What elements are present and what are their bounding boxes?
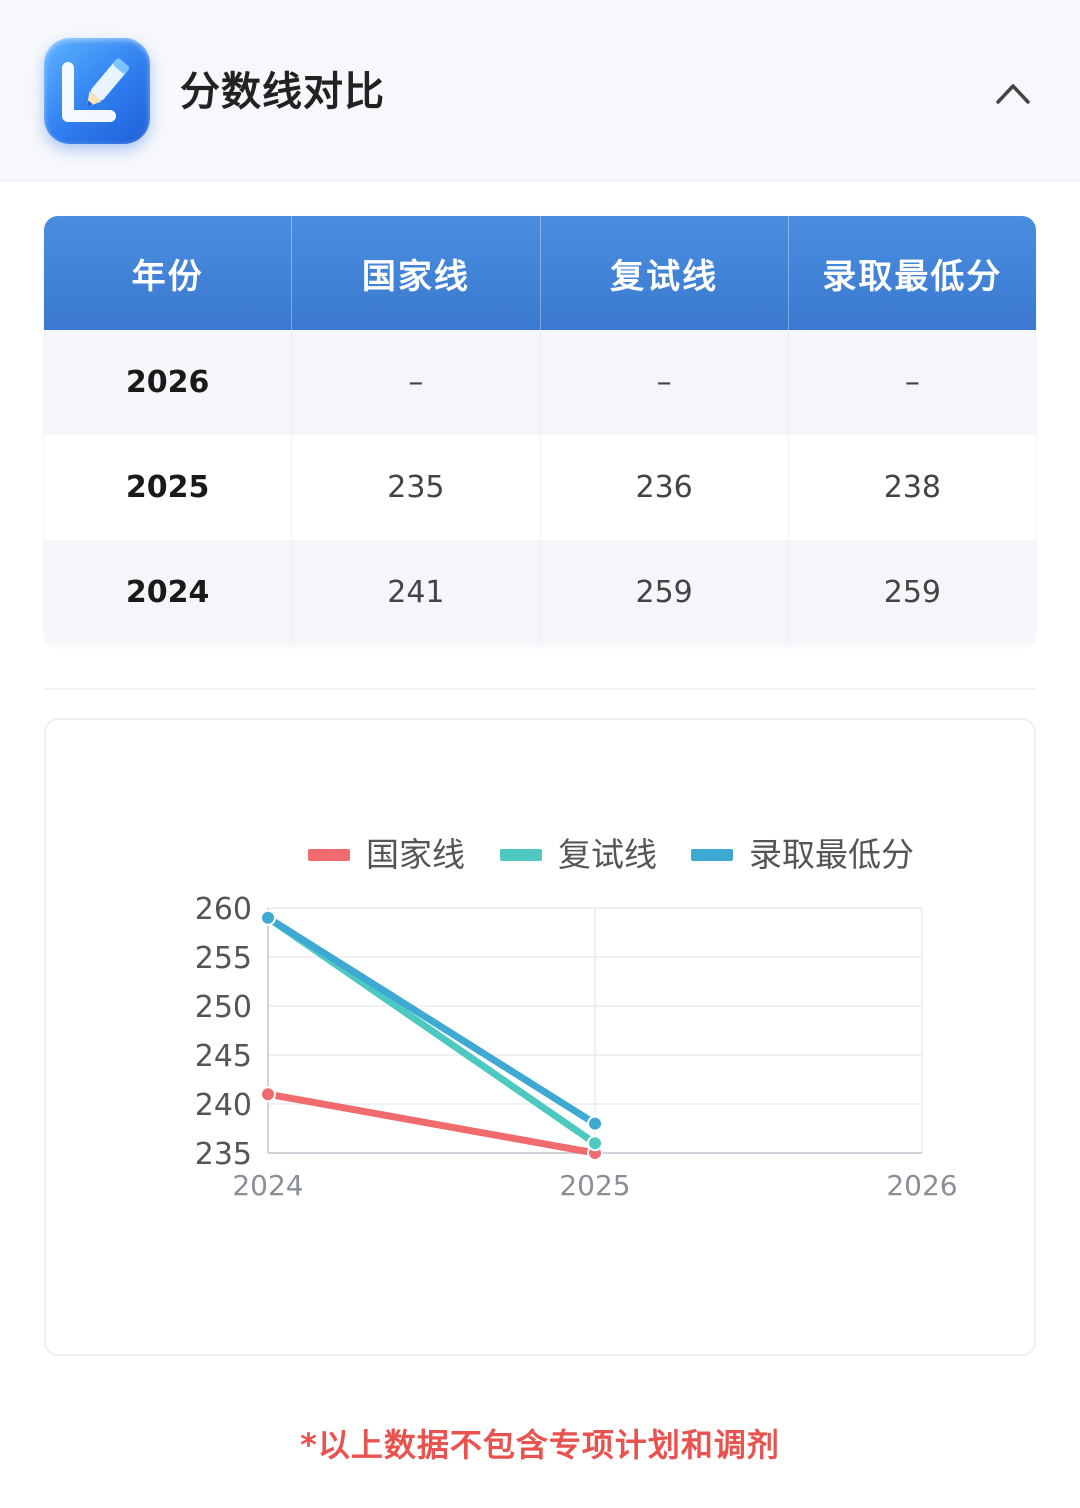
line-chart-svg: 235 240 245 250 255 260 2024 2025 2026 国家线 复试线 录取最低… [195, 835, 958, 1202]
y-tick-label: 240 [195, 1088, 252, 1123]
table-cell: – [541, 330, 789, 435]
legend-label: 复试线 [558, 835, 657, 874]
data-point [260, 909, 276, 926]
line-chart: 235 240 245 250 255 260 2024 2025 2026 国家线 复试线 录取最低… [44, 718, 1036, 1356]
x-tick-label: 2026 [886, 1169, 957, 1202]
table-cell: 238 [883, 470, 941, 505]
y-tick-label: 255 [195, 941, 252, 976]
series-line [264, 1090, 599, 1157]
score-table: 年份 国家线 复试线 录取最低分 2026 – – – 2025 235 236… [44, 216, 1036, 646]
column-header-retest-line: 复试线 [541, 216, 789, 330]
page-title: 分数线对比 [180, 69, 385, 115]
legend-swatch [500, 849, 542, 861]
table-cell: – [904, 365, 920, 400]
table-cell: 2026 [44, 330, 293, 435]
data-point [587, 1135, 603, 1152]
pencil-letter-l-icon [44, 38, 150, 144]
y-tick-label: 260 [195, 892, 252, 927]
x-tick-label: 2025 [559, 1169, 630, 1202]
table-row: 2024 241 259 259 [44, 540, 1036, 645]
data-point [260, 1086, 276, 1103]
table-cell: 236 [541, 435, 789, 540]
table-cell: 235 [292, 435, 541, 540]
legend-swatch [691, 849, 733, 861]
table-cell: 2024 [44, 540, 293, 645]
table-cell: 241 [292, 540, 541, 645]
page-header: 分数线对比 [0, 0, 1080, 182]
legend-swatch [308, 849, 350, 861]
table-cell: 259 [541, 540, 789, 645]
section-divider [44, 688, 1036, 690]
table-cell: – [292, 330, 541, 435]
table-row: 2025 235 236 238 [44, 435, 1036, 540]
series-line [264, 914, 599, 1128]
y-tick-label: 235 [195, 1137, 252, 1172]
data-point [587, 1115, 603, 1132]
column-header-min-admission: 录取最低分 [822, 256, 1003, 297]
legend-label: 国家线 [366, 835, 465, 874]
table-cell: 2025 [44, 435, 293, 540]
table-row: 2026 – – – [44, 330, 1036, 435]
column-header-year: 年份 [44, 216, 293, 330]
footnote: *以上数据不包含专项计划和调剂 [300, 1426, 780, 1464]
legend-label: 录取最低分 [749, 835, 914, 874]
chevron-up-icon[interactable] [990, 72, 1036, 112]
y-tick-label: 245 [195, 1039, 252, 1074]
y-tick-label: 250 [195, 990, 252, 1025]
table-header: 年份 国家线 复试线 录取最低分 [44, 216, 1036, 330]
x-tick-label: 2024 [232, 1169, 303, 1202]
column-header-national-line: 国家线 [292, 216, 541, 330]
table-cell: 259 [883, 575, 941, 610]
